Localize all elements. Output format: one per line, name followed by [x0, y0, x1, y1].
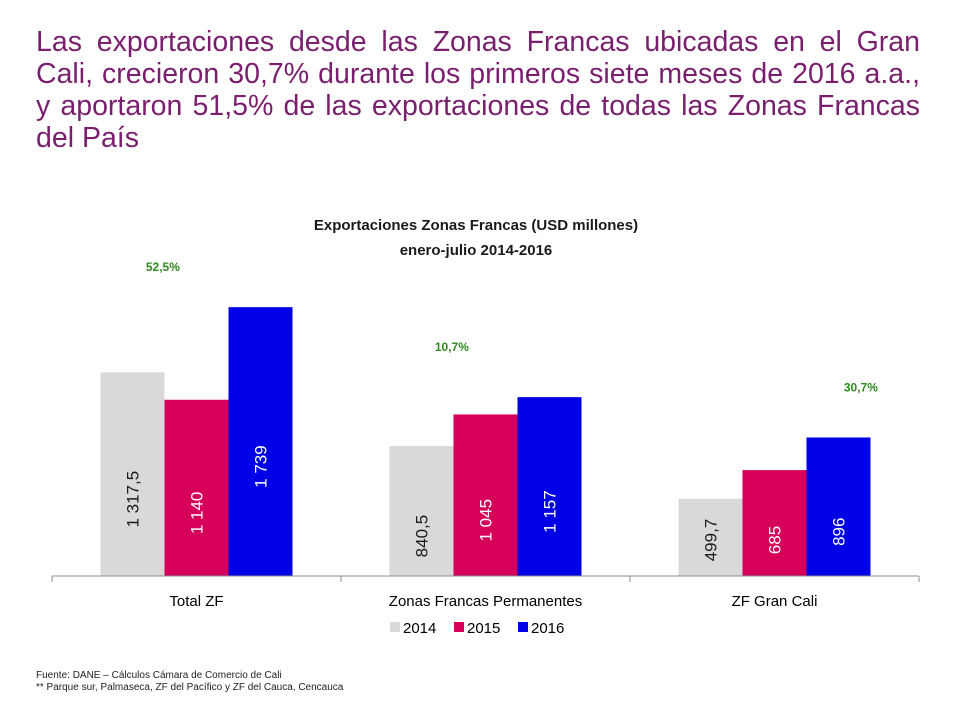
bar-2015 [164, 399, 229, 576]
bar-2014 [100, 372, 165, 576]
bar-value-label: 1 317,5 [124, 471, 143, 528]
bar-2016 [517, 397, 582, 576]
category-label: ZF Gran Cali [732, 593, 818, 610]
category-labels: Total ZF Zonas Francas Permanentes ZF Gran… [169, 593, 817, 610]
bar-value-label: 896 [830, 518, 849, 546]
bars-group: 1 317,5 1 140 1 739 52,5% 840,5 1 045 1 157 10,… [100, 260, 878, 576]
chart-subtitle: enero-julio 2014-2016 [400, 242, 553, 259]
growth-label: 30,7% [844, 380, 878, 394]
legend-swatch-2014 [390, 622, 400, 632]
headline: Las exportaciones desde las Zonas Franca… [36, 26, 920, 154]
bar-value-label: 499,7 [702, 519, 721, 562]
bar-2016 [806, 437, 871, 576]
bar-value-label: 840,5 [413, 515, 432, 558]
legend-swatch-2016 [518, 622, 528, 632]
bar-value-label: 685 [766, 526, 785, 554]
x-axis-ticks [51, 576, 920, 582]
bar-2014 [678, 498, 743, 576]
legend: 2014 2015 2016 [390, 620, 564, 637]
legend-label: 2016 [531, 620, 564, 637]
bar-2016 [228, 307, 293, 576]
category-label: Zonas Francas Permanentes [389, 593, 582, 610]
bar-2014 [389, 446, 454, 576]
bar-2015 [453, 414, 518, 576]
legend-swatch-2015 [454, 622, 464, 632]
bar-value-label: 1 157 [541, 490, 560, 533]
growth-label: 52,5% [146, 260, 180, 274]
category-label: Total ZF [169, 593, 223, 610]
bar-value-label: 1 140 [188, 492, 207, 535]
legend-label: 2014 [403, 620, 436, 637]
source-note: Fuente: DANE – Cálculos Cámara de Comerc… [36, 670, 282, 681]
legend-label: 2015 [467, 620, 500, 637]
bar-value-label: 1 739 [252, 445, 271, 488]
bar-2015 [742, 470, 807, 576]
chart-title: Exportaciones Zonas Francas (USD millone… [314, 217, 638, 234]
bar-value-label: 1 045 [477, 499, 496, 542]
footnotes: Fuente: DANE – Cálculos Cámara de Comerc… [36, 670, 343, 694]
growth-label: 10,7% [435, 340, 469, 354]
parks-note: ** Parque sur, Palmaseca, ZF del Pacífic… [36, 682, 344, 693]
